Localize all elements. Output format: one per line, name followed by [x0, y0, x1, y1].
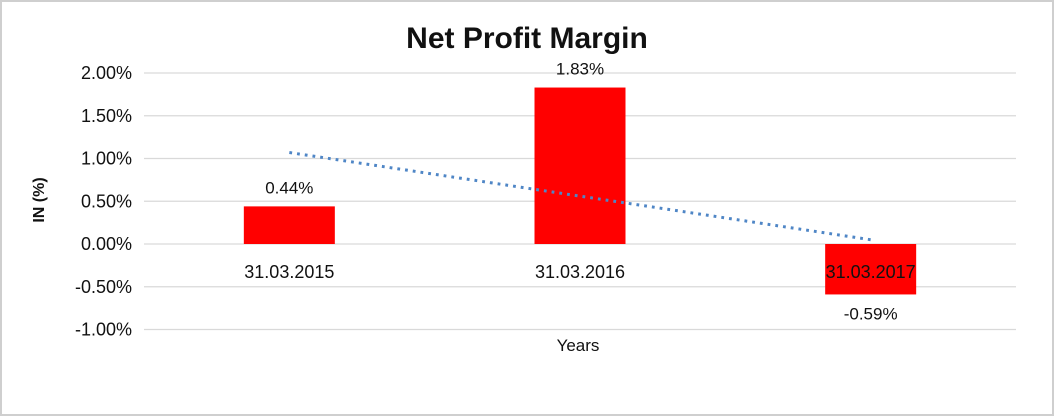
bar — [825, 244, 917, 295]
y-tick-label: 0.00% — [81, 234, 132, 254]
bar-data-label: 1.83% — [556, 60, 604, 79]
bar — [243, 206, 335, 244]
category-label: 31.03.2017 — [826, 262, 916, 282]
chart-title: Net Profit Margin — [406, 22, 648, 55]
y-tick-label: 0.50% — [81, 191, 132, 211]
y-tick-label: 1.50% — [81, 106, 132, 126]
y-axis-title: IN (%) — [31, 177, 48, 223]
y-tick-label: -0.50% — [75, 277, 132, 297]
y-tick-label: -1.00% — [75, 320, 132, 340]
bar-data-label: -0.59% — [844, 304, 898, 323]
category-label: 31.03.2016 — [535, 262, 625, 282]
y-tick-label: 2.00% — [81, 63, 132, 83]
x-axis-title: Years — [556, 336, 600, 355]
y-tick-label: 1.00% — [81, 149, 132, 169]
bar-data-label: 0.44% — [265, 178, 313, 197]
category-label: 31.03.2015 — [244, 262, 334, 282]
bar — [534, 87, 626, 244]
